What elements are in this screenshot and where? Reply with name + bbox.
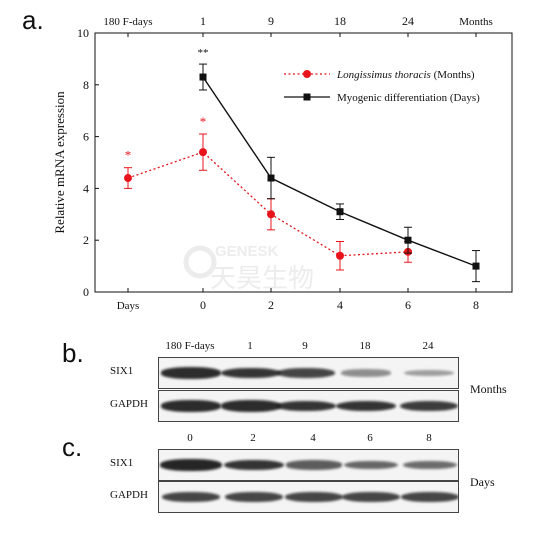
watermark-line1: GENESK bbox=[215, 243, 279, 260]
top-tick-label: 24 bbox=[402, 14, 414, 28]
protein-band bbox=[162, 491, 220, 503]
legend-series-suffix: (Days) bbox=[450, 92, 480, 104]
watermark: GENESK 天昊生物 bbox=[183, 243, 314, 294]
y-axis-label: Relative mRNA expression bbox=[52, 91, 67, 234]
x-tick-label: 2 bbox=[268, 298, 274, 312]
series-line bbox=[127, 151, 409, 257]
significance-annotation: * bbox=[200, 114, 207, 129]
lane-header: 8 bbox=[426, 432, 432, 444]
blot-row-label: SIX1 bbox=[110, 365, 134, 377]
chart-legend: Longissimus thoracis (Months) Myogenic di… bbox=[284, 69, 480, 104]
lane-header: 18 bbox=[359, 340, 371, 352]
data-point bbox=[472, 262, 480, 270]
blot-row-label: GAPDH bbox=[110, 398, 148, 410]
lane-header: 6 bbox=[367, 432, 373, 444]
top-tick-label: 180 F-days bbox=[103, 16, 152, 28]
protein-band bbox=[160, 459, 222, 471]
protein-band bbox=[340, 369, 392, 377]
y-tick-label: 10 bbox=[77, 26, 89, 40]
top-tick-label: 18 bbox=[334, 14, 346, 28]
y-tick-label: 8 bbox=[83, 78, 89, 92]
chart-series: **** bbox=[124, 47, 480, 283]
y-tick-label: 0 bbox=[83, 285, 89, 299]
protein-band bbox=[160, 367, 222, 379]
top-tick-label: 1 bbox=[200, 14, 206, 28]
x-tick-label: Days bbox=[117, 300, 140, 312]
blot-membrane bbox=[158, 449, 459, 481]
lane-header: 9 bbox=[302, 340, 308, 352]
legend-label: Longissimus thoracis (Months) bbox=[336, 69, 475, 81]
top-tick-label: 9 bbox=[268, 14, 274, 28]
panel-label-c: c. bbox=[62, 432, 83, 462]
data-point bbox=[199, 73, 207, 81]
protein-band bbox=[224, 459, 284, 471]
x-tick-label: 4 bbox=[337, 298, 343, 312]
protein-band bbox=[403, 460, 457, 470]
lane-header: 0 bbox=[187, 432, 193, 444]
top-tick-label: Months bbox=[459, 16, 493, 28]
protein-band bbox=[336, 400, 396, 412]
data-point bbox=[404, 236, 412, 244]
legend-marker bbox=[303, 70, 311, 78]
blot-membrane bbox=[158, 481, 459, 513]
legend-marker bbox=[303, 93, 311, 101]
y-tick-label: 2 bbox=[83, 233, 89, 247]
significance-annotation: ** bbox=[198, 47, 209, 59]
legend-series-suffix: (Months) bbox=[434, 69, 475, 81]
protein-band bbox=[343, 460, 399, 470]
x-tick-label: 0 bbox=[200, 298, 206, 312]
protein-band bbox=[401, 491, 458, 503]
panel-label-b: b. bbox=[62, 338, 84, 368]
blot-side-label: Months bbox=[470, 382, 507, 396]
lane-header: 1 bbox=[247, 340, 253, 352]
plot-frame bbox=[94, 32, 513, 293]
protein-band bbox=[342, 491, 400, 503]
blot-membrane bbox=[158, 390, 459, 422]
blot-side-label: Days bbox=[470, 475, 495, 489]
protein-band bbox=[286, 460, 342, 470]
data-point bbox=[267, 210, 275, 219]
data-point bbox=[199, 148, 207, 157]
y-tick-label: 6 bbox=[83, 130, 89, 144]
blot-membrane bbox=[158, 357, 459, 389]
blot-row-label: GAPDH bbox=[110, 489, 148, 501]
blot-row-label: SIX1 bbox=[110, 457, 134, 469]
significance-annotation: * bbox=[125, 148, 132, 163]
protein-band bbox=[399, 400, 458, 412]
watermark-logo-icon bbox=[183, 245, 217, 279]
legend-series-name: Myogenic differentiation bbox=[337, 92, 450, 104]
protein-band bbox=[404, 369, 454, 377]
lane-header: 4 bbox=[310, 432, 316, 444]
lane-header: 24 bbox=[422, 340, 434, 352]
protein-band bbox=[277, 367, 335, 379]
data-point bbox=[336, 208, 344, 216]
protein-band bbox=[285, 491, 343, 503]
protein-band bbox=[221, 367, 281, 379]
lane-header: 180 F-days bbox=[165, 340, 215, 352]
legend-label: Myogenic differentiation (Days) bbox=[337, 92, 480, 104]
data-point bbox=[267, 174, 275, 182]
y-tick-label: 4 bbox=[83, 181, 89, 195]
data-point bbox=[124, 174, 132, 183]
protein-band bbox=[220, 400, 282, 412]
protein-band bbox=[160, 400, 222, 412]
protein-band bbox=[276, 400, 336, 412]
protein-band bbox=[225, 491, 283, 503]
x-tick-label: 6 bbox=[405, 298, 411, 312]
lane-header: 2 bbox=[250, 432, 256, 444]
series-line bbox=[202, 76, 477, 267]
watermark-line2: 天昊生物 bbox=[210, 264, 314, 294]
x-tick-label: 8 bbox=[473, 298, 479, 312]
legend-series-name: Longissimus thoracis bbox=[336, 69, 434, 81]
panel-label-a: a. bbox=[22, 5, 44, 35]
data-point bbox=[336, 251, 344, 260]
